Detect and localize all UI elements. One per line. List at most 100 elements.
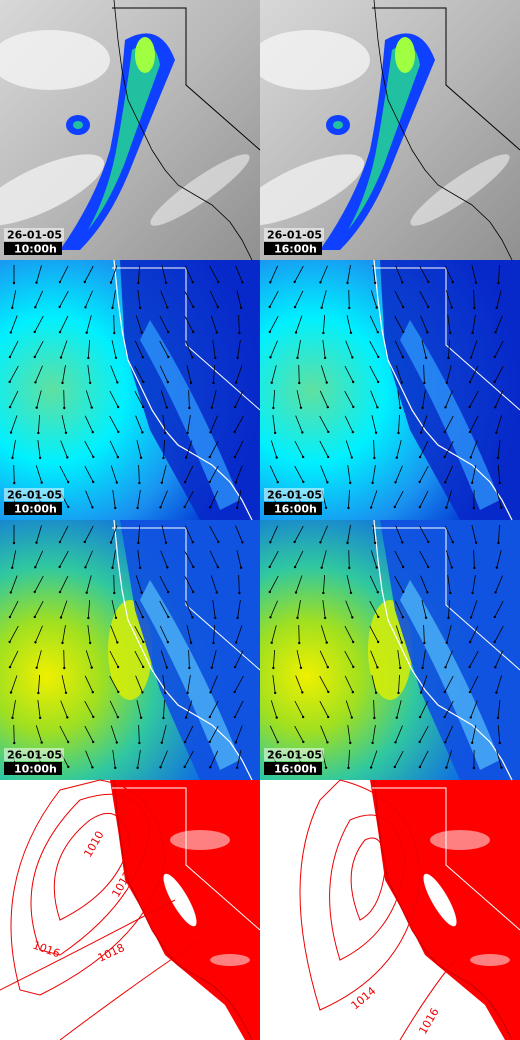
- wind-arrow: [344, 650, 354, 668]
- wind-arrow: [319, 675, 329, 693]
- wind-arrow-head: [449, 331, 452, 335]
- wind-arrow-head: [469, 716, 472, 719]
- wind-arrow: [271, 365, 277, 383]
- time-label: 16:00h: [274, 503, 317, 516]
- wind-arrow: [162, 675, 166, 693]
- wind-arrow-head: [8, 355, 12, 359]
- wind-arrow-head: [373, 456, 376, 460]
- wind-arrow: [85, 650, 93, 668]
- wind-arrow: [297, 340, 301, 358]
- wind-arrow: [160, 390, 168, 408]
- wind-arrow: [138, 464, 140, 484]
- wind-arrow-head: [209, 691, 212, 694]
- wind-arrow: [185, 340, 193, 358]
- wind-arrow: [134, 625, 144, 643]
- wind-arrow: [421, 600, 427, 618]
- wind-arrow-head: [183, 765, 186, 769]
- wind-arrow: [9, 365, 19, 383]
- wind-arrow: [85, 550, 93, 568]
- wind-arrow-head: [472, 766, 476, 770]
- wind-arrow-head: [347, 766, 350, 770]
- wind-arrow: [294, 290, 304, 308]
- wind-arrow: [472, 315, 476, 333]
- wind-arrow-head: [239, 566, 243, 569]
- wind-arrow: [444, 675, 454, 693]
- wind-arrow-head: [11, 716, 14, 720]
- wind-arrow-head: [162, 456, 165, 460]
- wind-arrow: [113, 574, 115, 594]
- wind-arrow-head: [351, 640, 355, 644]
- wind-arrow-head: [369, 766, 373, 769]
- wind-arrow-head: [395, 456, 398, 459]
- wind-arrow-head: [164, 431, 167, 435]
- contours: [0, 779, 456, 1040]
- wind-arrow-head: [183, 480, 187, 484]
- wind-arrow: [398, 414, 400, 434]
- wind-arrow-head: [269, 616, 272, 619]
- wind-arrow-head: [64, 431, 68, 434]
- wind-arrow: [238, 314, 240, 334]
- wind-arrow-head: [58, 565, 61, 569]
- wind-arrow-head: [192, 305, 195, 309]
- wind-arrow-head: [11, 456, 14, 460]
- wind-arrow: [294, 700, 304, 718]
- wind-arrow: [9, 340, 19, 358]
- date-label: 26-01-05: [267, 749, 322, 762]
- wind-arrow-head: [58, 540, 62, 544]
- wind-arrow: [37, 700, 41, 718]
- wind-arrow: [84, 725, 94, 743]
- wind-arrow-head: [140, 591, 143, 594]
- wind-arrow-head: [419, 431, 423, 434]
- wind-arrow: [348, 549, 350, 569]
- wind-arrow-head: [141, 665, 145, 669]
- wind-arrow-head: [165, 406, 168, 409]
- wind-arrow: [446, 625, 452, 643]
- wind-arrow-head: [419, 691, 423, 694]
- wind-arrow-head: [184, 716, 188, 719]
- wind-arrow: [345, 600, 353, 618]
- wind-arrow: [447, 315, 451, 333]
- wind-arrow: [135, 415, 143, 433]
- wind-arrow: [296, 390, 302, 408]
- wind-arrow: [496, 290, 502, 308]
- wind-arrow: [320, 265, 328, 283]
- wind-arrow-head: [233, 430, 236, 434]
- wind-arrow: [35, 725, 43, 743]
- wind-arrow: [419, 550, 429, 568]
- wind-arrow-head: [268, 305, 271, 309]
- wind-arrow-head: [273, 431, 277, 435]
- wind-arrow-head: [12, 281, 16, 285]
- wind-arrow-head: [91, 740, 95, 744]
- wind-arrow-head: [85, 331, 88, 334]
- wind-arrow-head: [235, 766, 239, 770]
- wind-arrow-head: [351, 690, 355, 694]
- wind-arrow: [394, 290, 404, 308]
- wind-arrow: [419, 490, 429, 508]
- wind-arrow: [494, 340, 504, 358]
- wind-arrow-head: [59, 616, 63, 619]
- wind-arrow: [159, 365, 169, 383]
- wind-arrow-head: [191, 616, 194, 619]
- wind-arrow-head: [84, 306, 87, 309]
- wind-arrow: [110, 625, 118, 643]
- wind-arrow-head: [447, 616, 450, 620]
- wind-arrow-head: [164, 541, 168, 544]
- wind-arrow: [35, 365, 43, 383]
- wind-arrow: [36, 390, 42, 408]
- wind-arrow: [188, 389, 190, 409]
- wind-arrow: [319, 415, 329, 433]
- wind-arrow-head: [11, 566, 14, 570]
- wind-arrow: [320, 465, 328, 483]
- wind-arrow-head: [85, 591, 88, 594]
- wind-arrow-head: [376, 380, 380, 384]
- wind-arrow: [109, 440, 119, 458]
- wind-arrow-head: [140, 331, 143, 334]
- wind-arrow: [419, 290, 429, 308]
- time-box: [264, 242, 322, 255]
- wind-arrow: [238, 574, 240, 594]
- wind-arrow: [272, 675, 276, 693]
- wind-arrow-head: [87, 616, 90, 620]
- wind-arrow-head: [373, 541, 377, 545]
- wind-arrow: [34, 340, 44, 358]
